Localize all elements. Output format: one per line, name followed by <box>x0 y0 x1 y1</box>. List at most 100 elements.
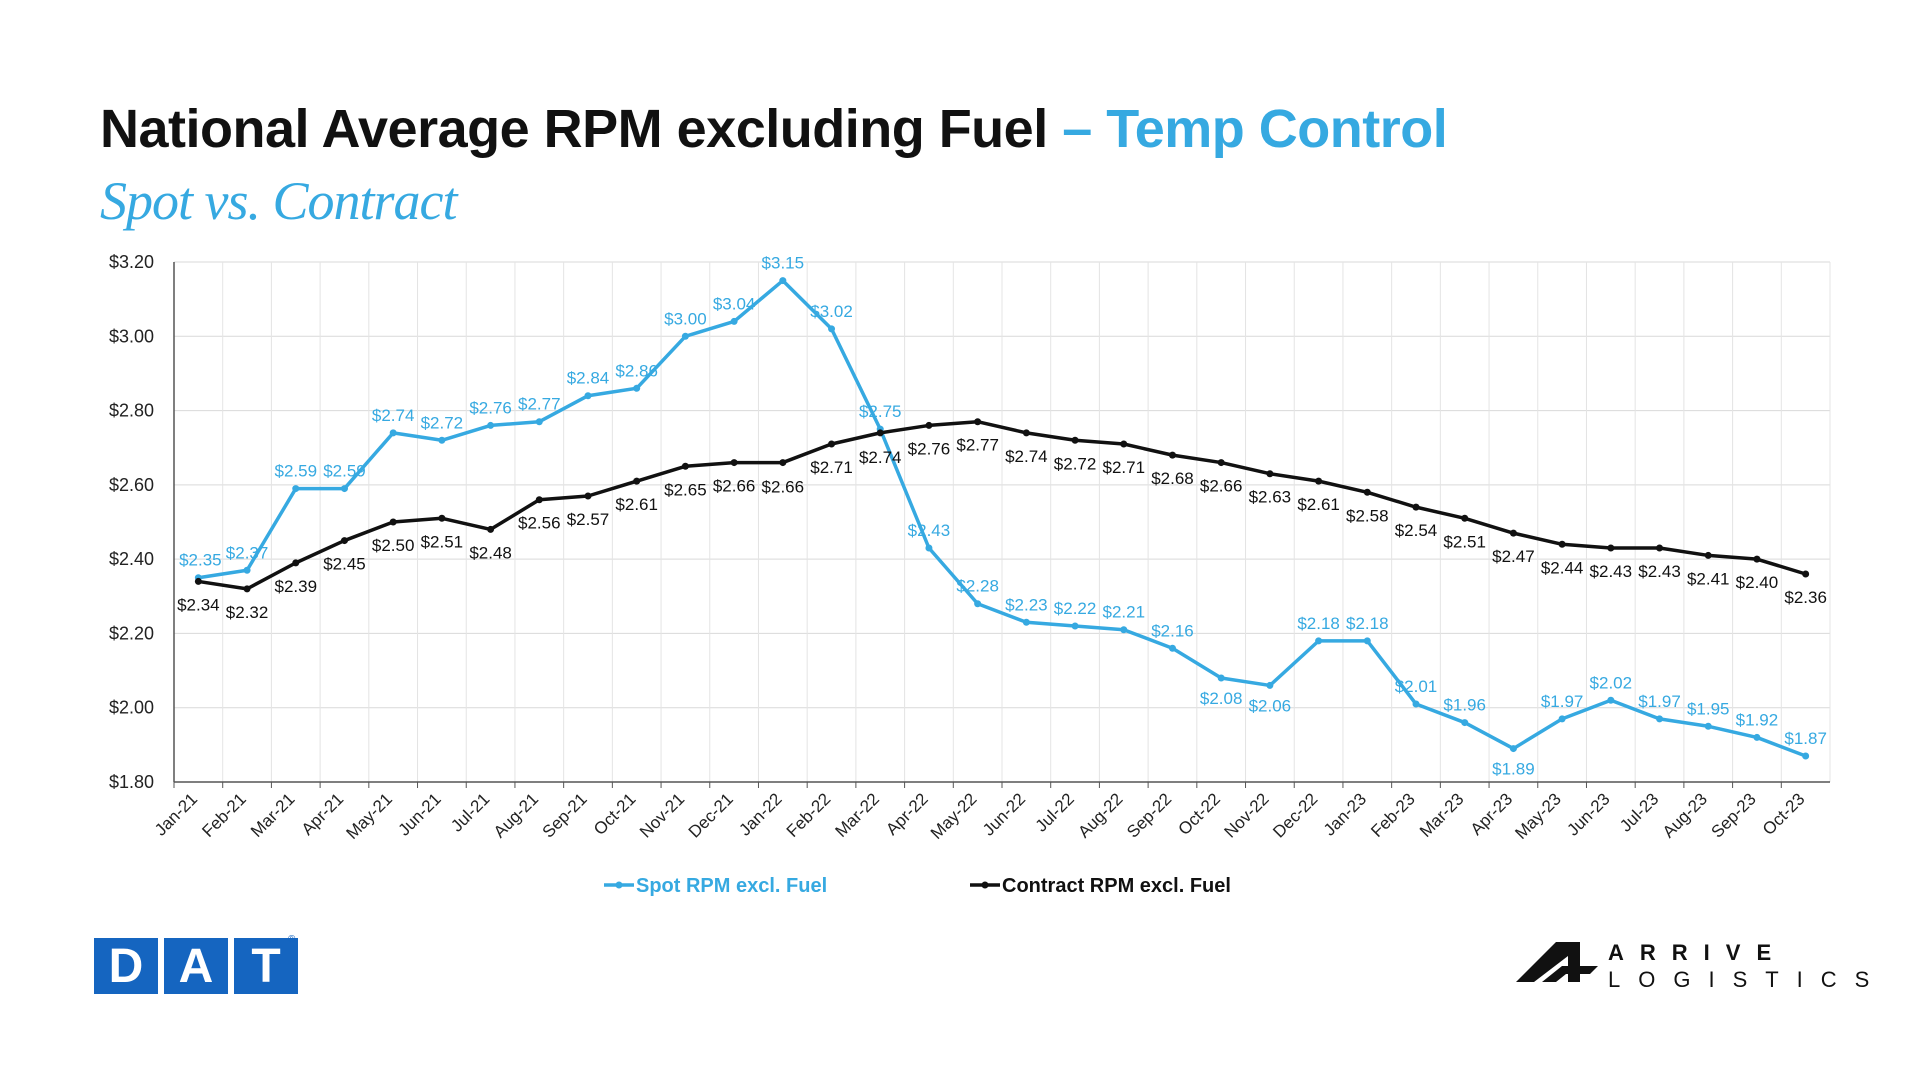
series-points <box>194 277 1810 760</box>
spot-data-point <box>633 384 641 392</box>
spot-data-point <box>1802 752 1810 760</box>
spot-data-point <box>1022 618 1030 626</box>
contract-data-label: $2.39 <box>274 577 317 596</box>
chart-title-accent: – Temp Control <box>1062 99 1448 159</box>
x-tick-label: Mar-21 <box>247 789 299 841</box>
dat-logo-letter-a: A <box>164 938 228 994</box>
spot-data-label: $1.97 <box>1638 692 1681 711</box>
contract-data-point <box>1558 540 1566 548</box>
spot-data-label: $2.22 <box>1054 599 1097 618</box>
contract-data-point <box>876 429 884 437</box>
x-tick-label: Nov-22 <box>1221 789 1273 841</box>
x-tick-label: Mar-22 <box>832 789 884 841</box>
registered-mark-icon: ® <box>288 934 296 945</box>
contract-data-label: $2.43 <box>1590 562 1633 581</box>
spot-data-label: $2.28 <box>956 577 999 596</box>
spot-data-point <box>1315 637 1323 645</box>
spot-data-label: $1.87 <box>1784 729 1827 748</box>
contract-data-point <box>292 559 300 567</box>
x-tick-label: Sep-22 <box>1123 789 1175 841</box>
arrive-wordmark-line1: ARRIVE <box>1608 940 1788 965</box>
spot-data-label: $2.59 <box>323 462 366 481</box>
spot-data-point <box>1461 719 1469 727</box>
x-tick-label: Dec-21 <box>685 789 737 841</box>
legend-spot-marker <box>615 881 623 889</box>
contract-data-point <box>487 525 495 533</box>
spot-data-label: $2.02 <box>1590 673 1633 692</box>
contract-data-label: $2.54 <box>1395 521 1438 540</box>
contract-data-label: $2.68 <box>1151 469 1194 488</box>
contract-data-point <box>681 462 689 470</box>
x-tick-label: Oct-23 <box>1759 789 1809 839</box>
contract-data-point <box>1656 544 1664 552</box>
contract-data-point <box>1753 555 1761 563</box>
x-tick-label: Mar-23 <box>1416 789 1468 841</box>
x-tick-label: Jul-23 <box>1616 789 1662 835</box>
contract-data-point <box>925 421 933 429</box>
chart-title: National Average RPM excluding Fuel – Te… <box>100 98 1448 160</box>
spot-data-label: $2.75 <box>859 402 902 421</box>
spot-data-point <box>1217 674 1225 682</box>
spot-data-label: $1.96 <box>1443 696 1486 715</box>
spot-data-point <box>1120 626 1128 634</box>
arrive-wordmark-line2: LOGISTICS <box>1608 967 1888 992</box>
contract-data-point <box>1022 429 1030 437</box>
spot-data-point <box>1704 722 1712 730</box>
legend-contract-marker <box>981 881 989 889</box>
contract-data-label: $2.44 <box>1541 558 1584 577</box>
spot-data-label: $1.97 <box>1541 692 1584 711</box>
contract-data-point <box>1168 451 1176 459</box>
x-tick-label: Feb-23 <box>1367 789 1419 841</box>
contract-data-label: $2.36 <box>1784 588 1827 607</box>
spot-data-label: $3.02 <box>810 302 853 321</box>
x-tick-label: Sep-21 <box>539 789 591 841</box>
spot-data-label: $2.76 <box>469 398 512 417</box>
y-tick-label: $2.00 <box>109 698 154 718</box>
contract-data-point <box>1509 529 1517 537</box>
contract-data-label: $2.63 <box>1249 488 1292 507</box>
contract-data-point <box>828 440 836 448</box>
spot-data-label: $2.18 <box>1346 614 1389 633</box>
dat-logo-letter-d: D <box>94 938 158 994</box>
chart-subtitle: Spot vs. Contract <box>100 171 457 231</box>
spot-data-label: $1.89 <box>1492 760 1535 779</box>
contract-data-label: $2.72 <box>1054 454 1097 473</box>
spot-data-point <box>438 436 446 444</box>
contract-data-point <box>974 418 982 426</box>
spot-data-point <box>681 332 689 340</box>
spot-data-label: $2.43 <box>908 521 951 540</box>
spot-data-label: $3.00 <box>664 309 707 328</box>
chart-title-main: National Average RPM excluding Fuel <box>100 99 1048 159</box>
y-tick-label: $2.60 <box>109 475 154 495</box>
y-tick-label: $3.20 <box>109 252 154 272</box>
contract-data-point <box>243 585 251 593</box>
legend-contract-label: Contract RPM excl. Fuel <box>1002 875 1231 897</box>
spot-data-point <box>1509 745 1517 753</box>
x-tick-label: Dec-22 <box>1269 789 1321 841</box>
contract-data-label: $2.71 <box>1102 458 1145 477</box>
contract-data-label: $2.76 <box>908 439 951 458</box>
contract-data-point <box>535 496 543 504</box>
x-tick-label: Jan-23 <box>1320 789 1370 839</box>
spot-series-line <box>198 278 1807 758</box>
x-tick-label: Aug-23 <box>1659 789 1711 841</box>
x-tick-label: Jun-22 <box>979 789 1029 839</box>
y-tick-label: $2.80 <box>109 401 154 421</box>
contract-data-point <box>1704 551 1712 559</box>
contract-data-point <box>1315 477 1323 485</box>
spot-data-point <box>243 566 251 574</box>
contract-data-label: $2.61 <box>615 495 658 514</box>
contract-data-point <box>1120 440 1128 448</box>
spot-data-point <box>1656 715 1664 723</box>
x-tick-label: Jul-22 <box>1032 789 1078 835</box>
series-lines <box>198 278 1807 758</box>
contract-data-point <box>1802 570 1810 578</box>
contract-data-point <box>633 477 641 485</box>
x-tick-label: Jan-22 <box>735 789 785 839</box>
spot-data-point <box>487 421 495 429</box>
x-tick-label: May-23 <box>1511 789 1565 843</box>
x-tick-label: Jul-21 <box>447 789 493 835</box>
dat-logo: D A T <box>94 938 298 994</box>
spot-data-point <box>389 429 397 437</box>
